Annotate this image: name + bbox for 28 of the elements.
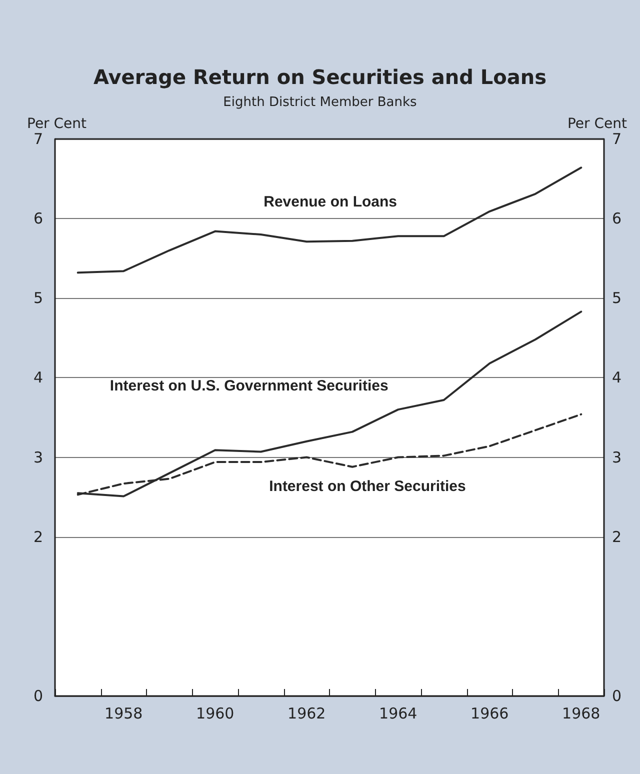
y-tick-label: 3 bbox=[33, 448, 43, 466]
x-tick-label: 1968 bbox=[562, 704, 600, 722]
x-tick-label: 1964 bbox=[379, 704, 418, 722]
series-label: Interest on U.S. Government Securities bbox=[110, 378, 388, 395]
y2-tick-label: 7 bbox=[612, 130, 622, 148]
y2-tick-label: 0 bbox=[612, 687, 622, 705]
x-tick-label: 1960 bbox=[196, 704, 234, 722]
line-series bbox=[76, 166, 582, 274]
y-tick-label: 0 bbox=[33, 687, 43, 705]
y2-axis-title: Per Cent bbox=[567, 116, 628, 132]
y-tick-label: 4 bbox=[33, 368, 43, 387]
y-tick-label: 5 bbox=[33, 289, 43, 308]
series-label: Revenue on Loans bbox=[264, 194, 397, 211]
y2-tick-label: 4 bbox=[612, 368, 622, 387]
y2-tick-label: 5 bbox=[612, 289, 622, 308]
x-tick-label: 1966 bbox=[470, 704, 509, 722]
chart-title: Average Return on Securities and Loans bbox=[93, 65, 547, 89]
y2-tick-label: 6 bbox=[612, 210, 622, 228]
y-tick-label: 2 bbox=[33, 528, 43, 546]
series-label: Interest on Other Securities bbox=[269, 478, 466, 495]
y-axis-title: Per Cent bbox=[27, 116, 88, 132]
y-tick-label: 7 bbox=[33, 130, 43, 148]
y2-tick-label: 2 bbox=[612, 528, 622, 546]
y2-tick-label: 3 bbox=[612, 448, 622, 466]
x-tick-label: 1962 bbox=[288, 704, 326, 722]
y-tick-label: 6 bbox=[33, 210, 43, 228]
x-tick-label: 1958 bbox=[104, 704, 143, 722]
chart-subtitle: Eighth District Member Banks bbox=[223, 95, 418, 110]
